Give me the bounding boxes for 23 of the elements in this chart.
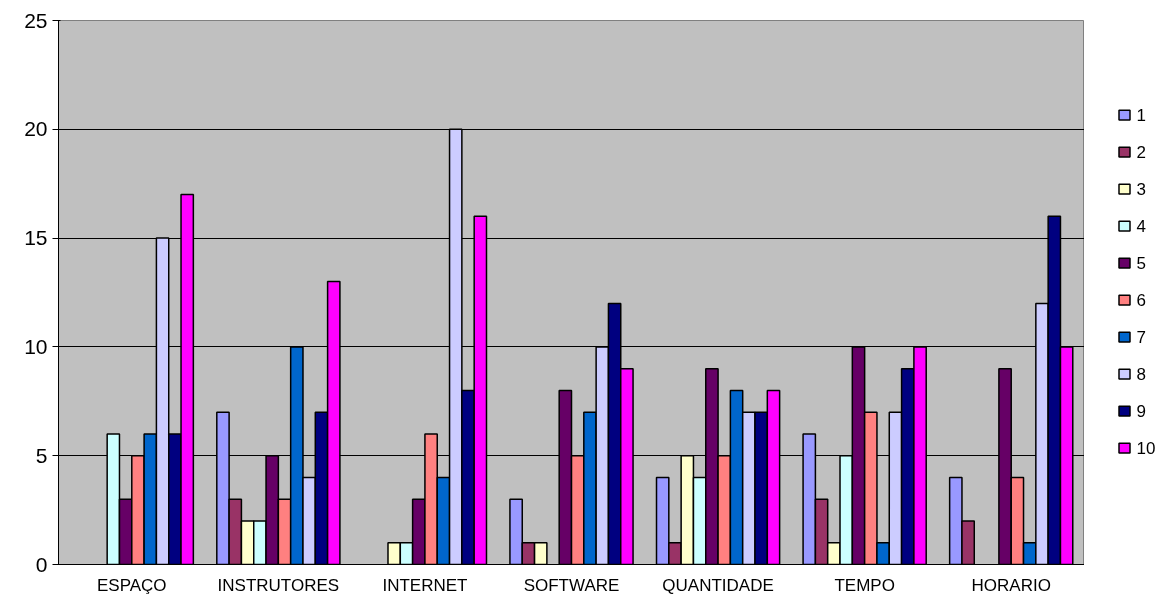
legend-label: 2 [1136,143,1146,163]
legend-label: 10 [1136,439,1156,459]
x-tick-label: INTERNET [382,575,468,595]
x-tick-label: HORARIO [971,575,1051,595]
x-tick-label: QUANTIDADE [662,575,774,595]
x-tick-label: TEMPO [834,575,895,595]
y-tick-label: 5 [35,443,48,467]
x-tick-label: INSTRUTORES [217,575,340,595]
legend-label: 1 [1136,106,1146,126]
y-tick-label: 20 [24,117,48,141]
y-tick-label: 0 [35,552,48,576]
legend-label: 8 [1136,365,1146,385]
y-tick-label: 15 [24,226,48,250]
legend-label: 6 [1136,291,1146,311]
legend-label: 7 [1136,328,1146,348]
legend-label: 4 [1136,217,1146,237]
x-tick-label: ESPAÇO [96,575,167,595]
y-tick-label: 25 [24,8,48,32]
legend-label: 3 [1136,180,1146,200]
x-tick-label: SOFTWARE [523,575,620,595]
legend-label: 5 [1136,254,1146,274]
y-tick-label: 10 [24,334,48,358]
legend-label: 9 [1136,402,1146,422]
